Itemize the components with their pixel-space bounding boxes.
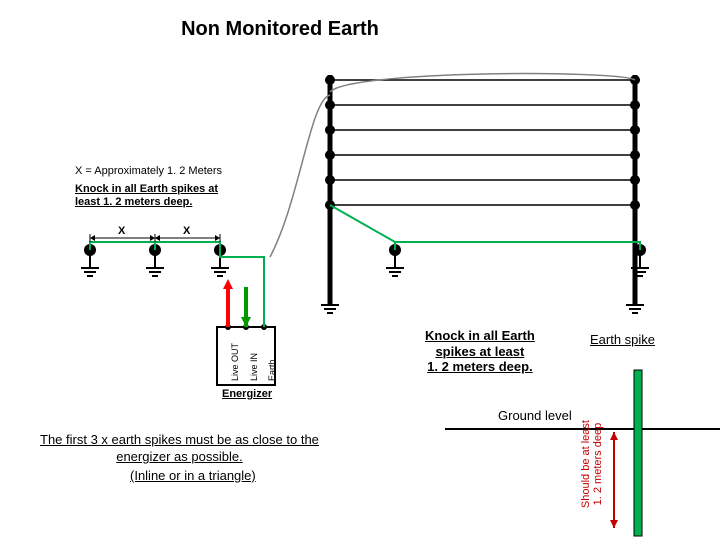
depth-note: Should be at least 1. 2 meters deep: [580, 420, 604, 508]
note-x-approx: X = Approximately 1. 2 Meters: [75, 165, 222, 177]
note-knock-1: Knock in all Earth spikes at least 1. 2 …: [75, 183, 218, 209]
note-inline: (Inline or in a triangle): [130, 468, 256, 483]
d2: 1. 2 meters deep: [592, 423, 604, 506]
x-label-1: X: [118, 225, 125, 237]
d1: Should be at least: [580, 420, 592, 508]
b2: energizer as possible.: [116, 449, 242, 464]
energizer-label: Energizer: [222, 388, 272, 400]
note-first3: The first 3 x earth spikes must be as cl…: [40, 432, 319, 466]
x-label-2: X: [183, 225, 190, 237]
terminal-livein: Live IN: [249, 353, 259, 381]
earth-spike-label: Earth spike: [590, 332, 655, 347]
note-knock-1-l2: least 1. 2 meters deep.: [75, 196, 192, 208]
ground-level-label: Ground level: [498, 408, 572, 423]
note-knock-1-l1: Knock in all Earth spikes at: [75, 183, 218, 195]
terminal-earth: Earth: [267, 359, 277, 381]
k2l2: spikes at least: [435, 344, 524, 359]
terminal-liveout: Live OUT: [230, 343, 240, 381]
note-knock-2: Knock in all Earth spikes at least 1. 2 …: [425, 328, 535, 375]
b1: The first 3 x earth spikes must be as cl…: [40, 432, 319, 447]
k2l1: Knock in all Earth: [425, 328, 535, 343]
k2l3: 1. 2 meters deep.: [427, 359, 533, 374]
